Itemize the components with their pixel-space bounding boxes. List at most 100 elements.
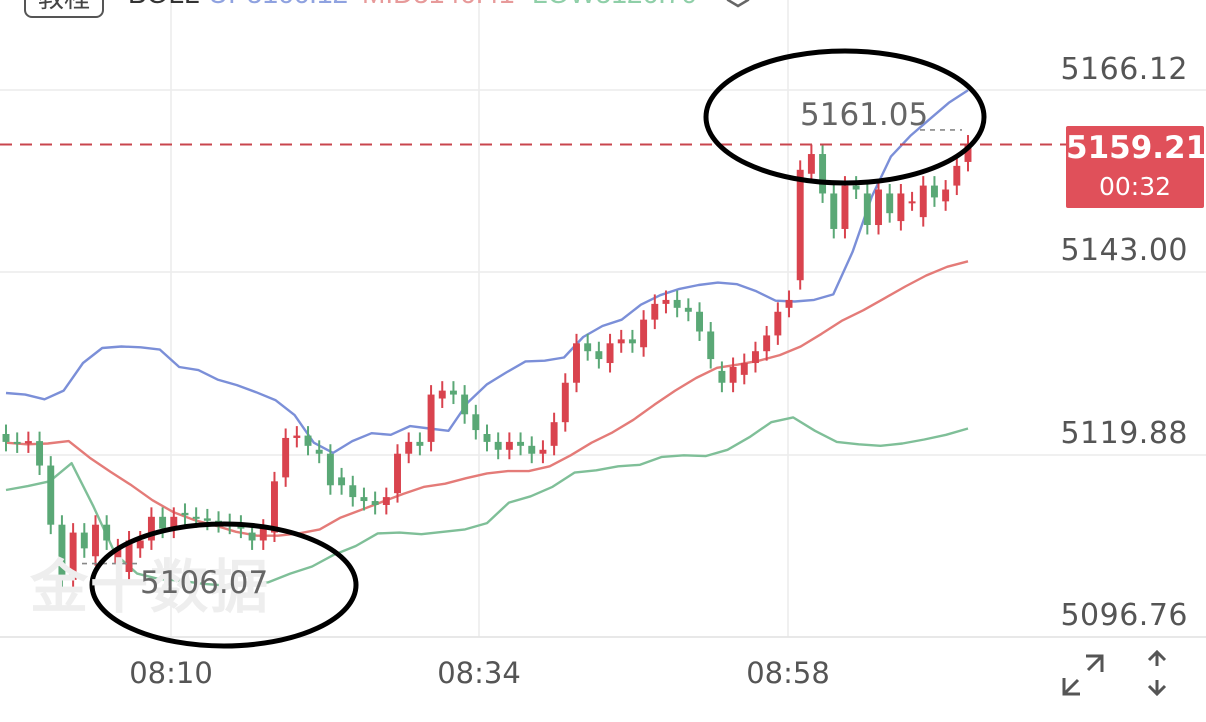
candle — [360, 487, 368, 511]
candle-body — [181, 512, 189, 516]
candle-body — [360, 497, 368, 502]
candle-body — [651, 303, 659, 320]
candle — [170, 507, 178, 539]
candle — [886, 184, 894, 223]
candle-body — [338, 477, 346, 486]
candle-body — [461, 394, 469, 415]
candle-body — [472, 414, 480, 431]
candle — [852, 176, 860, 199]
candle-body — [147, 516, 155, 541]
candle-body — [136, 540, 144, 549]
candle — [595, 341, 603, 369]
high-circle-annotation — [703, 48, 987, 186]
x-tick-label: 08:10 — [129, 656, 213, 690]
candle — [908, 191, 916, 211]
candle — [740, 353, 748, 385]
candle — [382, 487, 390, 515]
lower-band-line — [5, 416, 969, 587]
candle — [819, 144, 827, 203]
candle-body — [763, 335, 771, 352]
candle — [181, 503, 189, 525]
candle-body — [640, 319, 648, 348]
candle — [606, 333, 614, 373]
candle — [103, 515, 111, 550]
candle — [315, 440, 323, 464]
candle-body — [24, 441, 32, 444]
candle — [673, 290, 681, 318]
candle — [707, 322, 715, 369]
candle-body — [628, 339, 636, 344]
candle — [729, 357, 737, 393]
candle-body — [919, 185, 927, 218]
candle-body — [550, 422, 558, 446]
vertical-scale-icon[interactable] — [1134, 650, 1180, 696]
candle — [528, 436, 536, 464]
candle-body — [47, 465, 55, 525]
candle-body — [584, 343, 592, 352]
candle-body — [662, 299, 670, 304]
candle-body — [103, 524, 111, 541]
candle — [628, 329, 636, 353]
current-price-tag: 5159.21 00:32 — [1066, 126, 1206, 208]
candle-body — [875, 189, 882, 226]
candle-body — [517, 441, 525, 446]
candle — [461, 385, 469, 424]
candle — [36, 431, 44, 476]
indicator-name[interactable]: BOLL — [128, 0, 200, 10]
candle-body — [751, 351, 759, 364]
candle — [561, 373, 569, 432]
candle-body — [170, 516, 178, 529]
candle — [930, 176, 938, 207]
candle — [24, 431, 32, 453]
candle-body — [92, 524, 99, 557]
settings-icon[interactable] — [724, 0, 752, 8]
candle-body — [405, 441, 413, 454]
y-tick-label: 5119.88 — [1060, 416, 1188, 451]
candle-body — [964, 144, 972, 162]
candle-body — [416, 441, 424, 446]
candle-body — [953, 165, 961, 186]
candle — [807, 144, 815, 184]
candle-body — [259, 528, 267, 541]
candle-body — [58, 524, 66, 580]
candle — [584, 333, 592, 361]
candle-body — [36, 441, 44, 466]
fullscreen-icon[interactable] — [1060, 652, 1106, 698]
candle — [349, 475, 357, 507]
candle-body — [830, 193, 838, 229]
candle-body — [326, 453, 334, 486]
candle-body — [707, 331, 715, 360]
candle-body — [304, 435, 312, 446]
mid-band-value: MID5146.41 — [362, 0, 515, 10]
candle — [92, 515, 99, 566]
lower-band-value: LOW5126.70 — [532, 0, 697, 10]
candle — [371, 491, 379, 515]
candle — [517, 432, 525, 456]
tutorial-button[interactable]: 教程 — [24, 0, 104, 18]
candle — [696, 302, 704, 341]
x-tick-label: 08:58 — [746, 656, 830, 690]
candle-body — [371, 501, 379, 505]
candle — [282, 428, 290, 487]
candle — [405, 432, 413, 464]
x-tick-label: 08:34 — [437, 656, 521, 690]
candle — [58, 515, 66, 590]
candle — [438, 381, 446, 408]
candle-body — [125, 540, 133, 573]
candle — [13, 432, 21, 453]
candle — [964, 135, 972, 172]
current-price-value: 5159.21 — [1066, 130, 1206, 166]
candle — [875, 180, 882, 235]
candle — [863, 184, 871, 235]
candle — [651, 294, 659, 330]
y-tick-label: 5143.00 — [1060, 233, 1188, 268]
candle-body — [785, 299, 793, 308]
candle-body — [270, 481, 278, 533]
candle-body — [449, 390, 457, 395]
annotations-overlay — [0, 48, 1066, 649]
candle — [953, 156, 961, 196]
candle-body — [528, 445, 536, 454]
candle-body — [394, 453, 401, 494]
candle-body — [852, 185, 860, 190]
